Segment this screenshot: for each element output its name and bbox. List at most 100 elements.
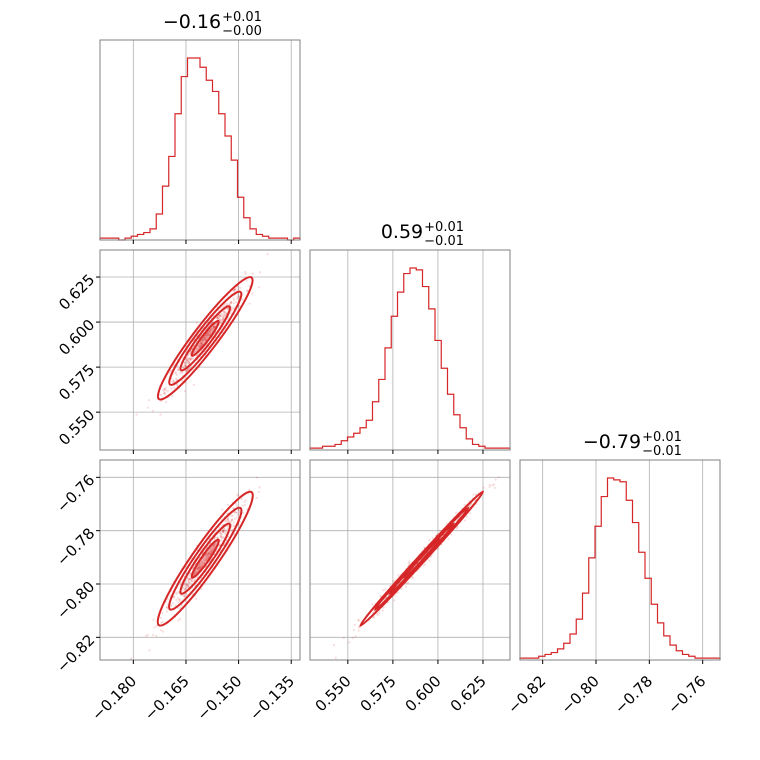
sample-point bbox=[200, 341, 204, 344]
sample-point bbox=[217, 317, 220, 321]
sample-point bbox=[213, 325, 216, 328]
sample-point bbox=[209, 552, 212, 556]
sample-point bbox=[161, 612, 164, 615]
sample-point bbox=[208, 552, 211, 555]
sample-point bbox=[160, 621, 163, 625]
sample-point bbox=[161, 620, 164, 624]
sample-point bbox=[219, 539, 222, 543]
sample-point bbox=[193, 572, 196, 575]
sample-point bbox=[255, 496, 258, 500]
sample-point bbox=[378, 611, 381, 615]
title-value: −0.79 bbox=[583, 431, 641, 453]
title-plus-error: +0.01 bbox=[642, 430, 682, 445]
x-tick-label: −0.82 bbox=[504, 672, 549, 717]
sample-point bbox=[221, 313, 224, 316]
scatter-panel-2: −0.82 −0.80 −0.78 −0.76 bbox=[53, 459, 301, 676]
sample-point bbox=[209, 328, 213, 331]
histogram-step-line bbox=[309, 267, 511, 450]
sample-point bbox=[233, 288, 237, 291]
sample-point bbox=[220, 536, 223, 539]
sample-point bbox=[183, 365, 186, 368]
x-tick-label: −0.180 bbox=[88, 672, 140, 724]
sample-point bbox=[199, 565, 202, 569]
sample-point bbox=[174, 371, 177, 374]
sample-point bbox=[226, 518, 230, 521]
sample-point bbox=[172, 381, 176, 384]
sample-point bbox=[228, 520, 231, 523]
sample-point bbox=[214, 542, 217, 545]
sample-point bbox=[206, 553, 209, 557]
sample-point bbox=[226, 307, 229, 311]
sample-point bbox=[160, 629, 163, 632]
sample-point bbox=[165, 606, 169, 609]
sample-point bbox=[196, 567, 199, 571]
sample-point bbox=[212, 328, 215, 331]
sample-point bbox=[226, 527, 229, 531]
sample-point bbox=[488, 485, 491, 488]
x-tick-label: −0.80 bbox=[558, 672, 603, 717]
sample-point bbox=[372, 616, 376, 619]
sample-point bbox=[382, 589, 385, 592]
title-minus-error: −0.01 bbox=[424, 234, 464, 249]
sample-point bbox=[189, 582, 192, 585]
sample-point bbox=[177, 367, 180, 370]
sample-point bbox=[187, 579, 190, 583]
sample-point bbox=[209, 547, 212, 550]
sample-point bbox=[218, 526, 221, 529]
sample-point bbox=[232, 507, 235, 510]
sample-point bbox=[397, 591, 400, 594]
sample-point bbox=[246, 289, 249, 292]
x-tick-label: −0.165 bbox=[141, 672, 193, 724]
sample-point bbox=[188, 360, 191, 364]
sample-point bbox=[216, 316, 219, 319]
sample-point bbox=[230, 529, 233, 533]
sample-point bbox=[197, 567, 200, 570]
sample-point bbox=[182, 594, 186, 597]
sample-point bbox=[187, 578, 190, 581]
sample-point bbox=[164, 386, 168, 389]
sample-point bbox=[372, 616, 375, 619]
sample-point bbox=[382, 606, 385, 609]
sample-point bbox=[238, 510, 241, 513]
sample-point bbox=[237, 295, 241, 298]
sample-point bbox=[447, 537, 450, 540]
sample-point bbox=[243, 500, 246, 504]
sample-point bbox=[243, 504, 246, 507]
sample-point bbox=[455, 527, 458, 530]
sample-point bbox=[492, 483, 496, 486]
histogram-step-line bbox=[519, 477, 721, 660]
sample-point bbox=[197, 345, 200, 348]
sample-point bbox=[237, 508, 241, 511]
sample-point bbox=[189, 357, 192, 360]
sample-point bbox=[204, 337, 207, 340]
sample-point bbox=[199, 566, 202, 569]
sample-point bbox=[203, 337, 206, 341]
sample-point bbox=[212, 545, 215, 549]
sample-point bbox=[227, 516, 230, 519]
sample-point bbox=[183, 363, 186, 366]
sample-point bbox=[184, 361, 187, 364]
sample-point bbox=[408, 560, 411, 563]
sample-point bbox=[205, 336, 209, 339]
sample-point bbox=[222, 530, 225, 533]
sample-point bbox=[229, 312, 233, 315]
sample-point bbox=[213, 545, 216, 548]
sample-point bbox=[195, 321, 198, 324]
sample-point bbox=[226, 518, 229, 521]
sample-point bbox=[222, 536, 225, 539]
sample-point bbox=[232, 302, 236, 305]
axes-frame bbox=[99, 249, 301, 451]
density-contour-1 bbox=[190, 538, 220, 579]
sample-point bbox=[229, 301, 233, 304]
sample-point bbox=[148, 649, 151, 652]
sample-point bbox=[212, 544, 215, 547]
sample-point bbox=[222, 529, 225, 532]
sample-point bbox=[218, 314, 221, 317]
sample-point bbox=[187, 361, 190, 365]
sample-point bbox=[186, 585, 190, 588]
sample-point bbox=[205, 555, 208, 558]
sample-point bbox=[205, 334, 208, 338]
sample-point bbox=[201, 560, 204, 564]
sample-point bbox=[164, 401, 168, 404]
sample-point bbox=[190, 579, 193, 583]
